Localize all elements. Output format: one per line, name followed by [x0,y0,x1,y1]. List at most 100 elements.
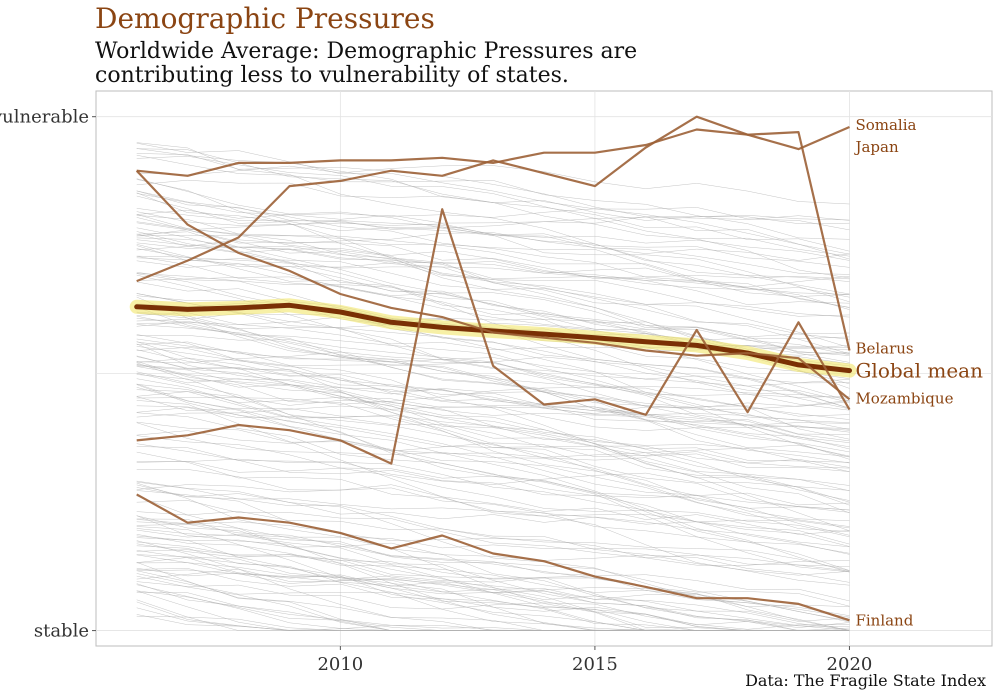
background-series-line [136,324,850,429]
background-series-line [136,242,850,298]
background-series-line [136,581,850,630]
background-series-line [136,233,850,411]
background-series-line [136,524,850,608]
background-series-line [136,430,850,458]
background-series-line [136,461,850,529]
background-series-line [136,451,850,555]
background-series-line [136,296,850,464]
background-series-line [136,511,850,571]
background-series-line [136,386,850,405]
background-series-line [136,165,850,205]
background-series-line [136,396,850,492]
background-series-line [136,487,850,548]
background-series-line [136,405,850,450]
background-series-line [136,215,850,308]
background-series-line [136,365,850,506]
background-series-line [136,244,850,338]
y-tick-label: vulnerable [0,107,89,128]
background-series-line [136,178,850,261]
y-tick-label: stable [34,621,89,642]
background-series-line [136,334,850,532]
background-series-line [136,234,850,310]
background-series-line [136,195,850,275]
axes: 2010 2015 2020 vulnerable stable [0,107,872,675]
background-series-line [136,217,850,280]
background-series-line [136,372,850,573]
background-series-line [136,190,850,308]
background-series-line [136,362,850,501]
series-line-finland [136,493,850,622]
series-line-japan [136,115,851,351]
background-series-line [136,500,850,566]
background-series-line [136,315,850,398]
background-series-line [136,421,850,469]
background-series-line [136,364,850,486]
series-line-somalia [136,125,850,177]
background-series-line [136,306,850,458]
global-mean-series [129,298,857,378]
background-series-line [136,569,850,631]
background-series-line [136,312,850,457]
series-label-global-mean: Global mean [855,359,983,383]
background-series-line [136,190,850,303]
x-tick-label: 2010 [317,654,363,675]
background-series-line [136,347,850,430]
background-series-line [136,293,850,409]
background-series-line [136,355,850,435]
background-series-line [136,231,850,340]
series-label-japan: Japan [853,138,899,156]
background-series-line [136,407,850,463]
background-series-line [136,343,850,536]
background-series-line [136,256,850,356]
background-series-line [136,481,850,554]
global-mean-line [134,302,852,374]
background-series-line [136,356,850,453]
chart-caption: Data: The Fragile State Index [745,671,986,690]
background-series-line [136,535,850,583]
background-series-line [136,142,850,295]
background-series-line [136,193,850,224]
background-series-line [136,541,850,627]
background-series-line [136,446,850,538]
background-series-line [136,443,850,506]
background-series-line [136,389,850,472]
background-series-line [136,142,850,231]
background-series-line [136,148,850,252]
background-series-line [136,231,850,295]
series-label-finland: Finland [855,611,913,629]
background-series-line [136,222,850,317]
background-series-line [136,221,850,355]
background-series-line [136,391,850,426]
background-series-line [136,495,850,631]
background-series-line [136,273,850,440]
background-series-line [136,341,850,420]
background-series-line [136,374,850,527]
background-series-line [136,484,850,576]
background-series-line [136,570,850,631]
background-series-line [136,371,850,423]
chart-title: Demographic Pressures [95,2,435,35]
background-series-line [136,515,850,631]
background-series-line [136,214,850,348]
background-series-line [136,227,850,402]
background-series-line [136,484,850,535]
background-series-line [136,232,850,261]
series-labels: Somalia Mozambique Japan Belarus Finland Glob… [853,116,983,629]
background-series-line [136,378,850,522]
background-series-line [136,549,850,631]
series-label-belarus: Belarus [855,340,913,358]
series-line-mozambique [135,169,851,401]
background-series-line [136,338,850,431]
background-series-line [136,534,850,616]
background-series-line [136,215,850,237]
background-series-line [136,490,850,631]
background-series-line [136,469,850,545]
highlighted-series-lines [135,115,851,622]
series-line-belarus [136,208,851,465]
background-series-line [136,346,850,514]
background-series-line [136,363,850,410]
background-series-line [136,387,850,468]
background-series-line [136,341,850,443]
background-series-line [136,154,850,240]
